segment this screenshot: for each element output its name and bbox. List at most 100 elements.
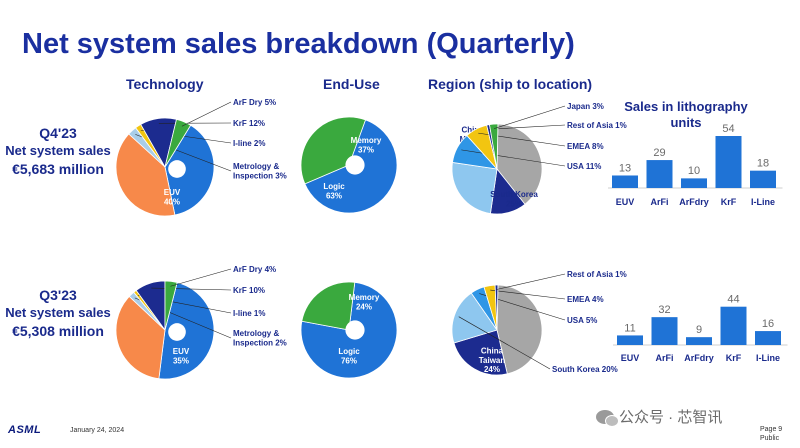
tech-q3-label-3: I-line 1% — [233, 309, 265, 318]
units-q3-category-krf: KrF — [726, 353, 742, 363]
units-q4-value-arfi: 29 — [653, 147, 665, 159]
q4-sales-line1: Net system sales — [5, 143, 111, 158]
units-q3-category-arfi: ArFi — [656, 353, 674, 363]
q4-sales-line2: €5,683 million — [12, 161, 104, 177]
enduse-q4-center-hole — [345, 155, 365, 175]
region-q4-leader-5 — [488, 124, 566, 130]
tech-q4-label-5: ArF Dry 5% — [233, 98, 276, 107]
region-q4-label-5: Rest of Asia 1% — [567, 121, 627, 130]
region-q3-label-3: USA 5% — [567, 316, 597, 325]
q3-summary: Q3'23 Net system sales €5,308 million — [0, 286, 116, 340]
end-use-header: End-Use — [323, 76, 380, 92]
tech-q3-center-hole — [168, 323, 186, 341]
units-q3-bar-arfdry — [686, 337, 712, 345]
region-q4-label-2: South Korea 25% — [490, 190, 538, 208]
asml-logo: ASML — [8, 424, 42, 436]
enduse-q4-label-0: Logic 63% — [323, 182, 345, 200]
units-q4-category-arfi: ArFi — [651, 197, 669, 207]
region-q4-label-6: Japan 3% — [567, 102, 604, 111]
q3-sales-line2: €5,308 million — [12, 323, 104, 339]
region-q3-leader-4 — [490, 289, 566, 300]
q3-sales-line1: Net system sales — [5, 305, 111, 320]
page-title: Net system sales breakdown (Quarterly) — [22, 28, 575, 60]
units-q4-category-i-line: I-Line — [751, 197, 775, 207]
enduse-q3-center-hole — [345, 320, 365, 340]
q3-label: Q3'23 — [39, 287, 77, 303]
units-q3-bar-i-line — [755, 331, 781, 345]
units-q4-bar-krf — [715, 136, 742, 188]
units-q4-value-krf: 54 — [722, 123, 734, 135]
region-q4-label-4: EMEA 8% — [567, 142, 604, 151]
tech-q4-slice-arf-dry — [164, 118, 192, 168]
tech-q3-leader-5 — [170, 268, 232, 287]
tech-q3-label-4: KrF 10% — [233, 286, 265, 295]
units-q4-category-euv: EUV — [616, 197, 635, 207]
region-q4-slice-south-korea — [451, 161, 498, 214]
region-q3-label-5: Rest of Asia 1% — [567, 270, 627, 279]
region-q3-slice-south-korea — [451, 292, 498, 344]
units-q3-bar-euv — [617, 335, 643, 345]
region-q3-label-1: China Taiwan 24% — [479, 347, 506, 374]
tech-q3-slice-arf-dry — [164, 280, 178, 331]
region-header: Region (ship to location) — [428, 76, 593, 92]
units-q3-bar-krf — [720, 306, 747, 345]
enduse-q3-label-0: Logic 76% — [338, 347, 360, 365]
tech-q4-label-1: EUV 40% — [164, 188, 181, 206]
units-q3-value-arfdry: 9 — [696, 324, 702, 336]
tech-q3-label-1: EUV 35% — [173, 347, 190, 365]
wechat-icon — [596, 410, 619, 427]
units-q3-value-krf: 44 — [727, 294, 739, 306]
tech-q4-label-4: KrF 12% — [233, 119, 265, 128]
tech-q3-label-2: Metrology & Inspection 2% — [233, 329, 287, 347]
units-q4-category-arfdry: ArFdry — [679, 197, 709, 207]
q4-summary: Q4'23 Net system sales €5,683 million — [0, 124, 116, 178]
units-q3-category-arfdry: ArFdry — [684, 353, 714, 363]
page-number: Page 9 — [760, 426, 783, 433]
units-q4-bar-i-line — [750, 170, 776, 188]
units-q4-value-euv: 13 — [619, 162, 631, 174]
tech-q3-label-5: ArF Dry 4% — [233, 265, 276, 274]
watermark-text: 公众号 · 芯智讯 — [619, 409, 723, 426]
lithography-units-header: Sales in lithography units — [624, 99, 748, 130]
units-q4-bar-euv — [612, 175, 638, 188]
region-q3-slice-china-taiwan — [453, 329, 508, 376]
units-q3-category-euv: EUV — [621, 353, 640, 363]
region-q3-label-2: South Korea 20% — [552, 365, 618, 374]
technology-header: Technology — [126, 76, 204, 92]
q4-label: Q4'23 — [39, 125, 77, 141]
region-q3-leader-2 — [458, 316, 551, 370]
tech-q4-slice-euv — [115, 133, 176, 217]
watermark: 公众号 · 芯智讯 — [596, 406, 722, 427]
units-q4-bar-arfdry — [681, 178, 707, 188]
tech-q3-slice-euv — [115, 295, 166, 380]
tech-q4-center-hole — [168, 160, 186, 178]
units-q3-value-i-line: 16 — [762, 318, 774, 330]
units-q4-value-arfdry: 10 — [688, 165, 700, 177]
enduse-q3-label-1: Memory 24% — [349, 293, 380, 311]
classification: Public — [760, 435, 780, 442]
tech-q4-label-2: Metrology & Inspection 3% — [233, 162, 287, 180]
units-q3-category-i-line: I-Line — [756, 353, 780, 363]
region-q4-slice-japan — [489, 123, 499, 170]
units-q4-category-krf: KrF — [721, 197, 737, 207]
tech-q4-leader-5 — [181, 101, 232, 127]
enduse-q4-label-1: Memory 37% — [351, 136, 382, 154]
units-q3-value-arfi: 32 — [658, 304, 670, 316]
region-q4-slice-chinese-mainland — [496, 123, 543, 205]
units-q4-bar-arfi — [646, 160, 673, 188]
footer-page: Page 9 Public — [760, 425, 782, 443]
enduse-q3-slice-memory — [301, 281, 356, 331]
region-q4-leader-3 — [461, 149, 566, 167]
units-q4-value-i-line: 18 — [757, 158, 769, 170]
enduse-q4-slice-memory — [300, 116, 367, 185]
region-q3-label-4: EMEA 4% — [567, 295, 604, 304]
tech-q4-label-3: I-line 2% — [233, 139, 265, 148]
region-q3-slice-chinese-mainland — [496, 284, 543, 375]
units-q3-value-euv: 11 — [624, 322, 635, 334]
region-q3-leader-5 — [496, 273, 566, 290]
region-q4-label-3: USA 11% — [567, 162, 601, 171]
footer-date: January 24, 2024 — [70, 427, 125, 434]
units-q3-bar-arfi — [651, 317, 678, 345]
region-q4-leader-6 — [493, 105, 566, 129]
